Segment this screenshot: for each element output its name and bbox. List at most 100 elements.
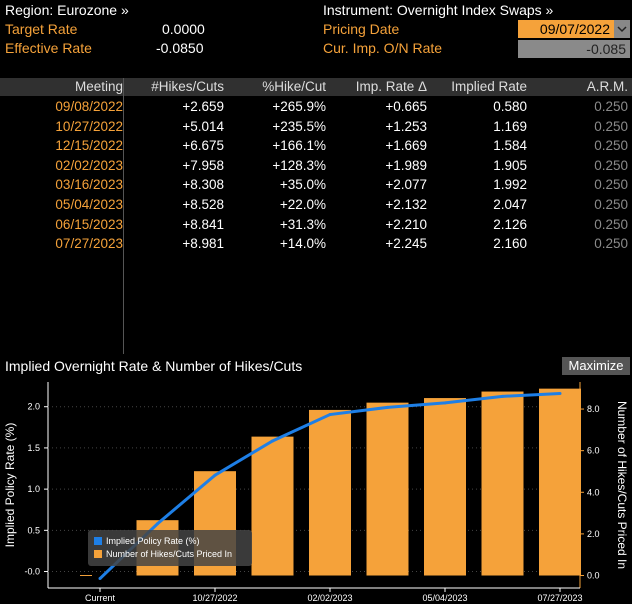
cell-imp-rate-delta: +1.253 — [385, 118, 427, 134]
legend-label: Implied Policy Rate (%) — [106, 536, 200, 546]
line-point — [328, 413, 332, 417]
cur-imp-rate-label: Cur. Imp. O/N Rate — [323, 40, 443, 56]
right-tick-label: 8.0 — [587, 404, 600, 414]
bar — [481, 391, 524, 576]
right-tick-label: 6.0 — [587, 446, 600, 456]
col-header-meeting[interactable]: Meeting — [0, 78, 123, 96]
line-point — [558, 392, 562, 396]
meetings-table: Meeting #Hikes/Cuts %Hike/Cut Imp. Rate … — [0, 78, 632, 354]
line-point — [386, 405, 389, 409]
cell-arm: 0.250 — [594, 177, 628, 193]
legend-label: Number of Hikes/Cuts Priced In — [106, 549, 232, 559]
line-point — [271, 439, 274, 443]
cell-pct-hike-cut: +14.0% — [279, 236, 326, 252]
cell-hikes-cuts: +8.308 — [182, 177, 224, 193]
x-tick-label: Current — [85, 593, 116, 603]
left-tick-label: 0.5 — [27, 525, 40, 535]
chevron-down-icon — [617, 26, 627, 33]
cell-imp-rate-delta: +1.669 — [385, 138, 427, 154]
cell-hikes-cuts: +8.528 — [182, 197, 224, 212]
line-point — [501, 394, 504, 398]
cell-implied-rate: 2.126 — [493, 216, 527, 232]
region-selector[interactable]: Region: Eurozone » — [5, 2, 129, 18]
cell-pct-hike-cut: +235.5% — [272, 118, 326, 134]
cell-arm: 0.250 — [594, 197, 628, 212]
cell-hikes-cuts: +7.958 — [182, 157, 224, 173]
cell-hikes-cuts: +2.659 — [182, 99, 224, 114]
pricing-date-input[interactable]: 09/07/2022 — [518, 20, 614, 38]
target-rate-value: 0.0000 — [162, 21, 205, 37]
cell-imp-rate-delta: +1.989 — [385, 157, 427, 173]
x-tick-label: 10/27/2022 — [192, 593, 237, 603]
cell-pct-hike-cut: +128.3% — [272, 157, 326, 173]
calendar-dropdown-button[interactable] — [614, 20, 630, 38]
cell-meeting-date: 03/16/2023 — [55, 177, 123, 193]
cell-implied-rate: 2.047 — [493, 197, 527, 212]
bar — [309, 409, 351, 576]
cell-pct-hike-cut: +31.3% — [279, 216, 326, 232]
left-tick-label: 2.0 — [27, 402, 40, 412]
cell-implied-rate: 1.905 — [493, 157, 527, 173]
effective-rate-label: Effective Rate — [5, 40, 92, 56]
cell-implied-rate: 2.160 — [493, 236, 527, 252]
line-point — [156, 522, 159, 526]
chart-title: Implied Overnight Rate & Number of Hikes… — [5, 358, 303, 374]
cell-arm: 0.250 — [594, 216, 628, 232]
chart-legend — [88, 530, 252, 566]
left-tick-label: 1.0 — [27, 484, 40, 494]
col-header-hikes-cuts[interactable]: #Hikes/Cuts — [124, 78, 224, 96]
cell-implied-rate: 1.584 — [493, 138, 527, 154]
cell-imp-rate-delta: +2.077 — [385, 177, 427, 193]
col-header-pct-hike-cut[interactable]: %Hike/Cut — [224, 78, 326, 96]
cell-pct-hike-cut: +265.9% — [272, 99, 326, 114]
bar — [251, 436, 294, 576]
cell-hikes-cuts: +6.675 — [182, 138, 224, 154]
legend-swatch — [94, 550, 102, 558]
left-tick-label: 1.5 — [27, 443, 40, 453]
line-point — [98, 577, 102, 581]
cur-imp-rate-input[interactable]: -0.085 — [518, 40, 630, 58]
cell-arm: 0.250 — [594, 138, 628, 154]
cell-hikes-cuts: +8.981 — [182, 236, 224, 252]
cell-meeting-date: 12/15/2022 — [55, 138, 123, 154]
right-tick-label: 2.0 — [587, 529, 600, 539]
cell-pct-hike-cut: +35.0% — [279, 177, 326, 193]
col-header-arm[interactable]: A.R.M. — [527, 78, 628, 96]
maximize-button[interactable]: Maximize — [562, 357, 630, 375]
cell-meeting-date: 06/15/2023 — [55, 216, 123, 232]
cell-implied-rate: 1.169 — [493, 118, 527, 134]
line-point — [213, 473, 217, 477]
cell-hikes-cuts: +8.841 — [182, 216, 224, 232]
legend-swatch — [94, 537, 102, 545]
bar — [424, 398, 466, 576]
bar — [539, 388, 581, 576]
cell-imp-rate-delta: +2.132 — [385, 197, 427, 212]
cell-arm: 0.250 — [594, 99, 628, 114]
y2-axis-label: Number of Hikes/Cuts Priced In — [615, 401, 629, 569]
x-tick-label: 02/02/2023 — [307, 593, 352, 603]
y-axis-label: Implied Policy Rate (%) — [3, 423, 17, 548]
col-header-implied-rate[interactable]: Implied Rate — [427, 78, 527, 96]
col-header-imp-rate-delta[interactable]: Imp. Rate Δ — [326, 78, 427, 96]
right-tick-label: 0.0 — [587, 571, 600, 581]
right-tick-label: 4.0 — [587, 487, 600, 497]
cell-imp-rate-delta: +0.665 — [385, 99, 427, 114]
cell-meeting-date: 10/27/2022 — [55, 118, 123, 134]
cell-arm: 0.250 — [594, 236, 628, 252]
cell-pct-hike-cut: +166.1% — [272, 138, 326, 154]
cell-meeting-date: 05/04/2023 — [55, 197, 123, 212]
left-tick-label: -0.0 — [24, 567, 40, 577]
target-rate-label: Target Rate — [5, 21, 78, 37]
cell-imp-rate-delta: +2.245 — [385, 236, 427, 252]
x-tick-label: 07/27/2023 — [537, 593, 582, 603]
cell-imp-rate-delta: +2.210 — [385, 216, 427, 232]
implied-rate-chart: -0.0 0.5 1.0 1.5 2.0 0.0 2.0 4.0 6.0 8.0 Current 10… — [3, 382, 629, 603]
column-divider — [123, 78, 124, 354]
cell-meeting-date: 02/02/2023 — [55, 157, 123, 173]
cell-meeting-date: 07/27/2023 — [55, 236, 123, 252]
cell-arm: 0.250 — [594, 157, 628, 173]
instrument-selector[interactable]: Instrument: Overnight Index Swaps » — [323, 2, 554, 18]
bar — [366, 402, 409, 576]
cell-hikes-cuts: +5.014 — [182, 118, 224, 134]
pricing-date-label: Pricing Date — [323, 21, 400, 37]
